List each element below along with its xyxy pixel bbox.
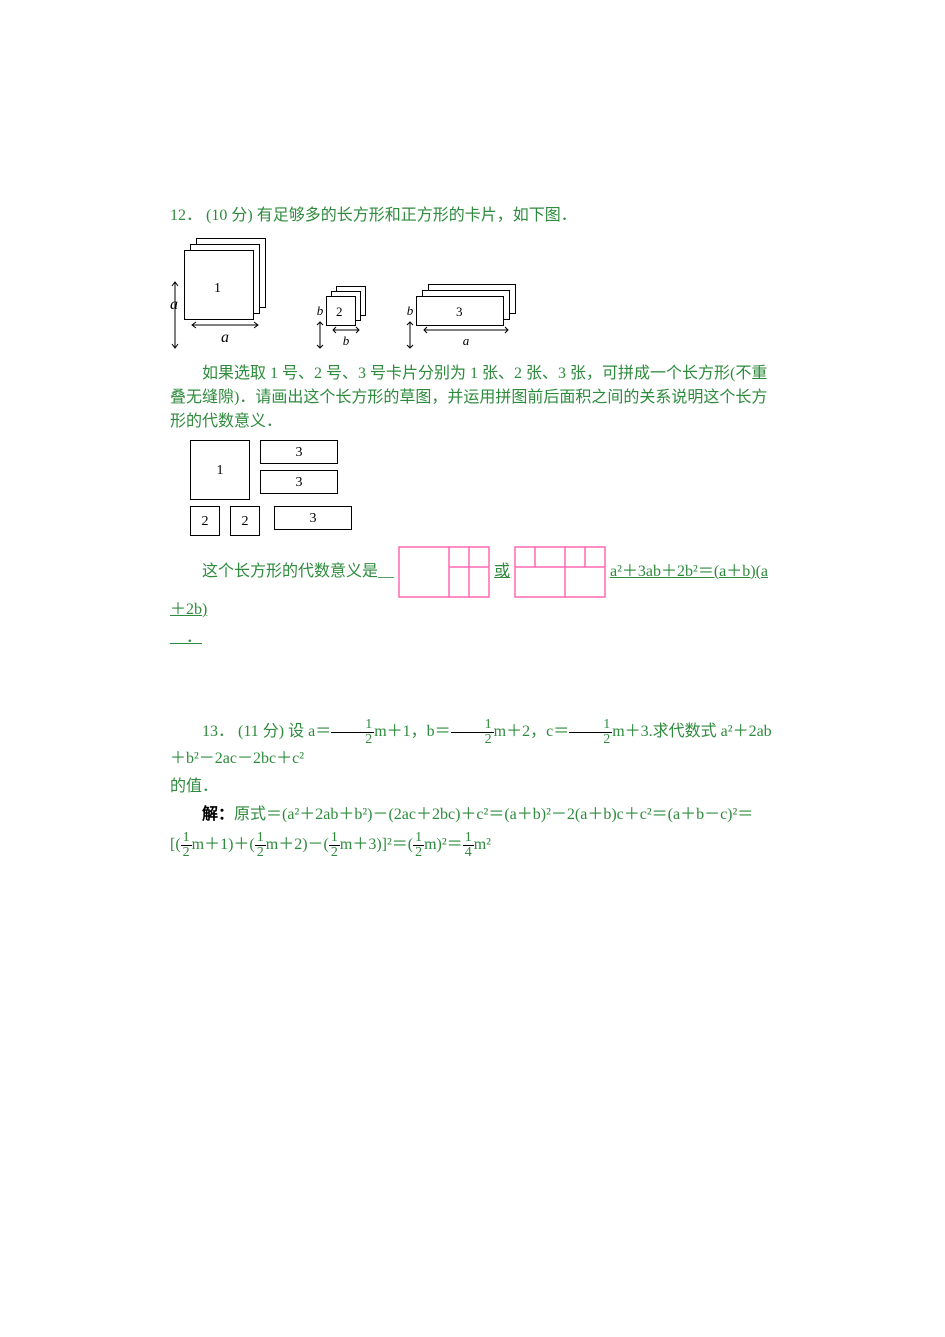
q12-stem: 有足够多的长方形和正方形的卡片，如下图． bbox=[257, 207, 577, 224]
frac-half-3: 12 bbox=[569, 718, 612, 747]
card1-label: 1 bbox=[214, 278, 221, 299]
q13-header: 13． (11 分) 设 a＝12m＋1，b＝12m＋2，c＝12m＋3.求代数… bbox=[170, 718, 775, 771]
q12-points: (10 分) bbox=[206, 207, 253, 224]
q13-tail: 的值． bbox=[170, 775, 775, 799]
hint-tile-1: 1 bbox=[190, 440, 250, 500]
frac-half-4: 12 bbox=[181, 831, 192, 860]
q13-s2c: m＋3)]²＝( bbox=[340, 836, 413, 853]
card3-group: b 3 bbox=[406, 284, 516, 351]
hint-tile-3c-label: 3 bbox=[310, 508, 317, 529]
q13-s2a: m＋1)＋( bbox=[192, 836, 255, 853]
hint-tile-2b-label: 2 bbox=[242, 511, 249, 532]
q12-answer-suffix: __． bbox=[170, 629, 202, 646]
q13-sol-label: 解： bbox=[202, 806, 234, 823]
card2-stack: 2 bbox=[326, 286, 366, 326]
card2-height-label: b bbox=[317, 301, 324, 321]
frac-half-2: 12 bbox=[451, 718, 494, 747]
card1-height-label: a bbox=[170, 270, 178, 340]
q12-answer-or: 或 bbox=[494, 563, 510, 580]
q13-s2b: m＋2)－( bbox=[266, 836, 329, 853]
q13-s2-open: [( bbox=[170, 836, 181, 853]
q12-answer-suffix-line: __． bbox=[170, 626, 775, 650]
dim-arrow-vertical-icon bbox=[316, 320, 324, 350]
q13-number: 13． bbox=[202, 723, 234, 740]
hint-tiles: 1 3 3 2 2 3 bbox=[190, 440, 775, 536]
hint-tile-3b: 3 bbox=[260, 470, 338, 494]
frac-half-1: 12 bbox=[331, 718, 374, 747]
hint-tile-2a-label: 2 bbox=[202, 511, 209, 532]
card1-group: 1 a a bbox=[170, 238, 276, 350]
q12-answer-prefix: 这个长方形的代数意义是__ bbox=[202, 563, 394, 580]
dim-arrow-vertical-icon bbox=[406, 320, 414, 350]
hint-tile-1-label: 1 bbox=[217, 460, 224, 481]
frac-half-6: 12 bbox=[329, 831, 340, 860]
q12-header: 12． (10 分) 有足够多的长方形和正方形的卡片，如下图． bbox=[170, 204, 775, 228]
frac-quarter: 14 bbox=[463, 831, 474, 860]
q13-p1: 设 a＝ bbox=[288, 723, 331, 740]
q13-points: (11 分) bbox=[238, 723, 284, 740]
q13-s2e: m² bbox=[474, 836, 491, 853]
q12-answer-line: 这个长方形的代数意义是__ 或 bbox=[170, 546, 775, 622]
hint-tile-3a: 3 bbox=[260, 440, 338, 464]
q12-task: 如果选取 1 号、2 号、3 号卡片分别为 1 张、2 张、3 张，可拼成一个长… bbox=[170, 362, 775, 434]
q12-number: 12． bbox=[170, 207, 202, 224]
hint-tile-3a-label: 3 bbox=[296, 442, 303, 463]
card1-stack: 1 bbox=[184, 238, 266, 320]
hint-tile-2a: 2 bbox=[190, 506, 220, 536]
q13-s1: 原式＝(a²＋2ab＋b²)－(2ac＋2bc)＋c²＝(a＋b)²－2(a＋b… bbox=[234, 806, 753, 823]
card3-stack: 3 bbox=[416, 284, 516, 326]
answer-diagram-2 bbox=[514, 546, 606, 598]
q13-solution: 解：原式＝(a²＋2ab＋b²)－(2ac＋2bc)＋c²＝(a＋b)²－2(a… bbox=[170, 803, 775, 827]
card3-label: 3 bbox=[456, 302, 463, 322]
card2-group: b 2 bbox=[316, 286, 366, 351]
q13-p2: m＋1，b＝ bbox=[374, 723, 450, 740]
hint-tile-3c: 3 bbox=[274, 506, 352, 530]
card3-height-label: b bbox=[407, 301, 414, 321]
q13-solution-line2: [(12m＋1)＋(12m＋2)－(12m＋3)]²＝(12m)²＝14m² bbox=[170, 831, 775, 860]
card-stacks-row: 1 a a b bbox=[170, 238, 775, 350]
q13-p3: m＋2，c＝ bbox=[494, 723, 570, 740]
frac-half-7: 12 bbox=[413, 831, 424, 860]
hint-tile-3b-label: 3 bbox=[296, 472, 303, 493]
answer-diagram-1 bbox=[398, 546, 490, 598]
card2-label: 2 bbox=[336, 302, 343, 322]
q13-s2d: m)²＝ bbox=[424, 836, 463, 853]
frac-half-5: 12 bbox=[255, 831, 266, 860]
hint-tile-2b: 2 bbox=[230, 506, 260, 536]
